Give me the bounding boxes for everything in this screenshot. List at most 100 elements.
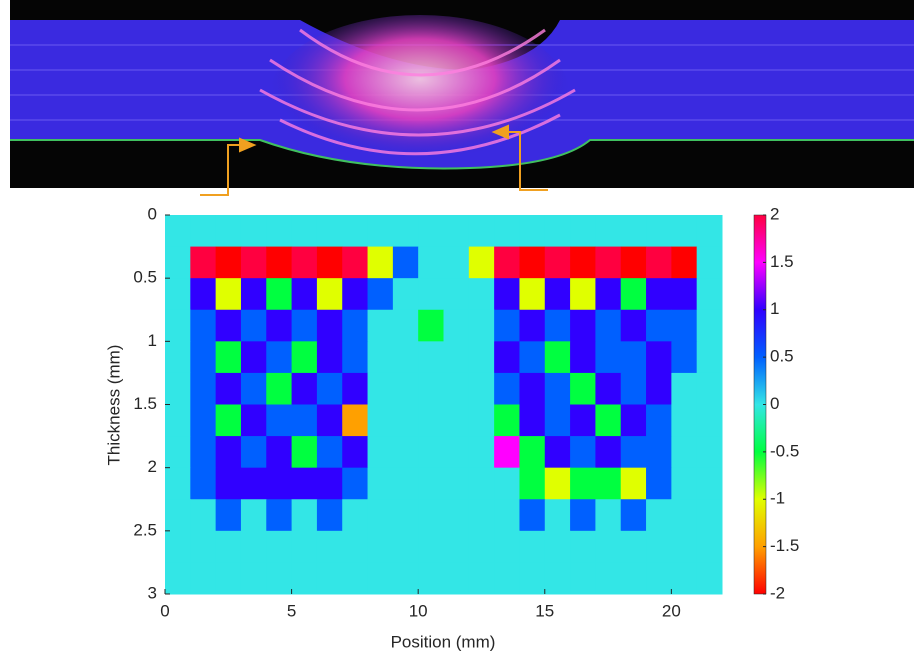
heatmap-cell (240, 278, 267, 311)
heatmap-cell (291, 309, 318, 342)
heatmap-cell (240, 309, 267, 342)
heatmap-cell (544, 499, 571, 532)
y-tick-label: 2.5 (133, 520, 157, 539)
heatmap-cell (646, 278, 672, 311)
heatmap-cell (418, 467, 444, 500)
heatmap-cell (291, 404, 318, 437)
heatmap-cell (190, 215, 217, 248)
heatmap-cell (240, 215, 267, 248)
heatmap-cell (646, 530, 672, 563)
heatmap-cell (696, 562, 723, 595)
heatmap-cell (418, 246, 444, 279)
heatmap-cell (291, 372, 318, 405)
heatmap-cell (190, 436, 217, 469)
heatmap-cell (392, 341, 419, 374)
heatmap-cell (646, 467, 672, 500)
heatmap-cell (392, 562, 419, 595)
heatmap-cell (671, 530, 698, 563)
heatmap-cell (595, 404, 622, 437)
heatmap-cell (418, 372, 444, 405)
heatmap-cell (544, 467, 571, 500)
heatmap-cell (696, 530, 723, 563)
heatmap-cell (443, 499, 470, 532)
heatmap-cell (316, 372, 343, 405)
heatmap-cell (519, 530, 546, 563)
heatmap-cell (468, 467, 495, 500)
heatmap-cell (570, 499, 596, 532)
x-tick-label: 5 (287, 601, 296, 620)
heatmap-cell (215, 499, 242, 532)
heatmap-cell (418, 278, 444, 311)
heatmap-cell (595, 499, 622, 532)
heatmap-cell (519, 341, 546, 374)
heatmap-cell (165, 499, 191, 532)
heatmap-cell (595, 309, 622, 342)
heatmap (165, 215, 723, 595)
heatmap-cell (291, 436, 318, 469)
heatmap-cell (418, 404, 444, 437)
heatmap-cell (165, 404, 191, 437)
heatmap-cell (266, 278, 293, 311)
heatmap-cell (494, 404, 520, 437)
heatmap-cell (494, 436, 520, 469)
micrograph (10, 0, 914, 188)
heatmap-cell (392, 467, 419, 500)
colorbar-tick-label: -1.5 (770, 536, 799, 555)
heatmap-cell (570, 215, 596, 248)
heatmap-cell (392, 499, 419, 532)
heatmap-cell (392, 436, 419, 469)
heatmap-cell (468, 309, 495, 342)
heatmap-cell (342, 404, 369, 437)
heatmap-cell (519, 372, 546, 405)
heatmap-cell (620, 404, 647, 437)
heatmap-cell (266, 562, 293, 595)
y-tick-label: 2 (148, 457, 157, 476)
heatmap-cell (570, 309, 596, 342)
x-tick-label: 15 (535, 601, 554, 620)
heatmap-cell (190, 404, 217, 437)
heatmap-cell (620, 341, 647, 374)
heatmap-cell (165, 278, 191, 311)
heatmap-cell (519, 215, 546, 248)
heatmap-cell (468, 341, 495, 374)
heatmap-cell (316, 246, 343, 279)
heatmap-cell (620, 309, 647, 342)
heatmap-cell (367, 215, 394, 248)
heatmap-cell (646, 499, 672, 532)
heatmap-cell (646, 309, 672, 342)
heatmap-cell (215, 246, 242, 279)
heatmap-cell (468, 436, 495, 469)
heatmap-cell (165, 530, 191, 563)
heatmap-cell (190, 530, 217, 563)
heatmap-cell (696, 215, 723, 248)
heatmap-cell (646, 341, 672, 374)
heatmap-cell (696, 341, 723, 374)
heatmap-cell (494, 278, 520, 311)
heatmap-cell (342, 499, 369, 532)
heatmap-cell (215, 562, 242, 595)
heatmap-cell (418, 215, 444, 248)
heatmap-cell (696, 246, 723, 279)
heatmap-cell (316, 562, 343, 595)
heatmap-cell (392, 309, 419, 342)
heatmap-cell (165, 562, 191, 595)
heatmap-cell (240, 372, 267, 405)
heatmap-cell (696, 436, 723, 469)
heatmap-cell (620, 467, 647, 500)
heatmap-cell (316, 404, 343, 437)
heatmap-cell (266, 467, 293, 500)
heatmap-cell (215, 436, 242, 469)
heatmap-cell (443, 467, 470, 500)
heatmap-cell (570, 467, 596, 500)
heatmap-cell (646, 372, 672, 405)
x-tick-label: 10 (409, 601, 428, 620)
heatmap-cell (266, 404, 293, 437)
heatmap-cell (367, 309, 394, 342)
heatmap-cell (519, 436, 546, 469)
heatmap-cell (392, 530, 419, 563)
heatmap-cell (367, 372, 394, 405)
heatmap-cell (342, 246, 369, 279)
heatmap-cell (367, 530, 394, 563)
